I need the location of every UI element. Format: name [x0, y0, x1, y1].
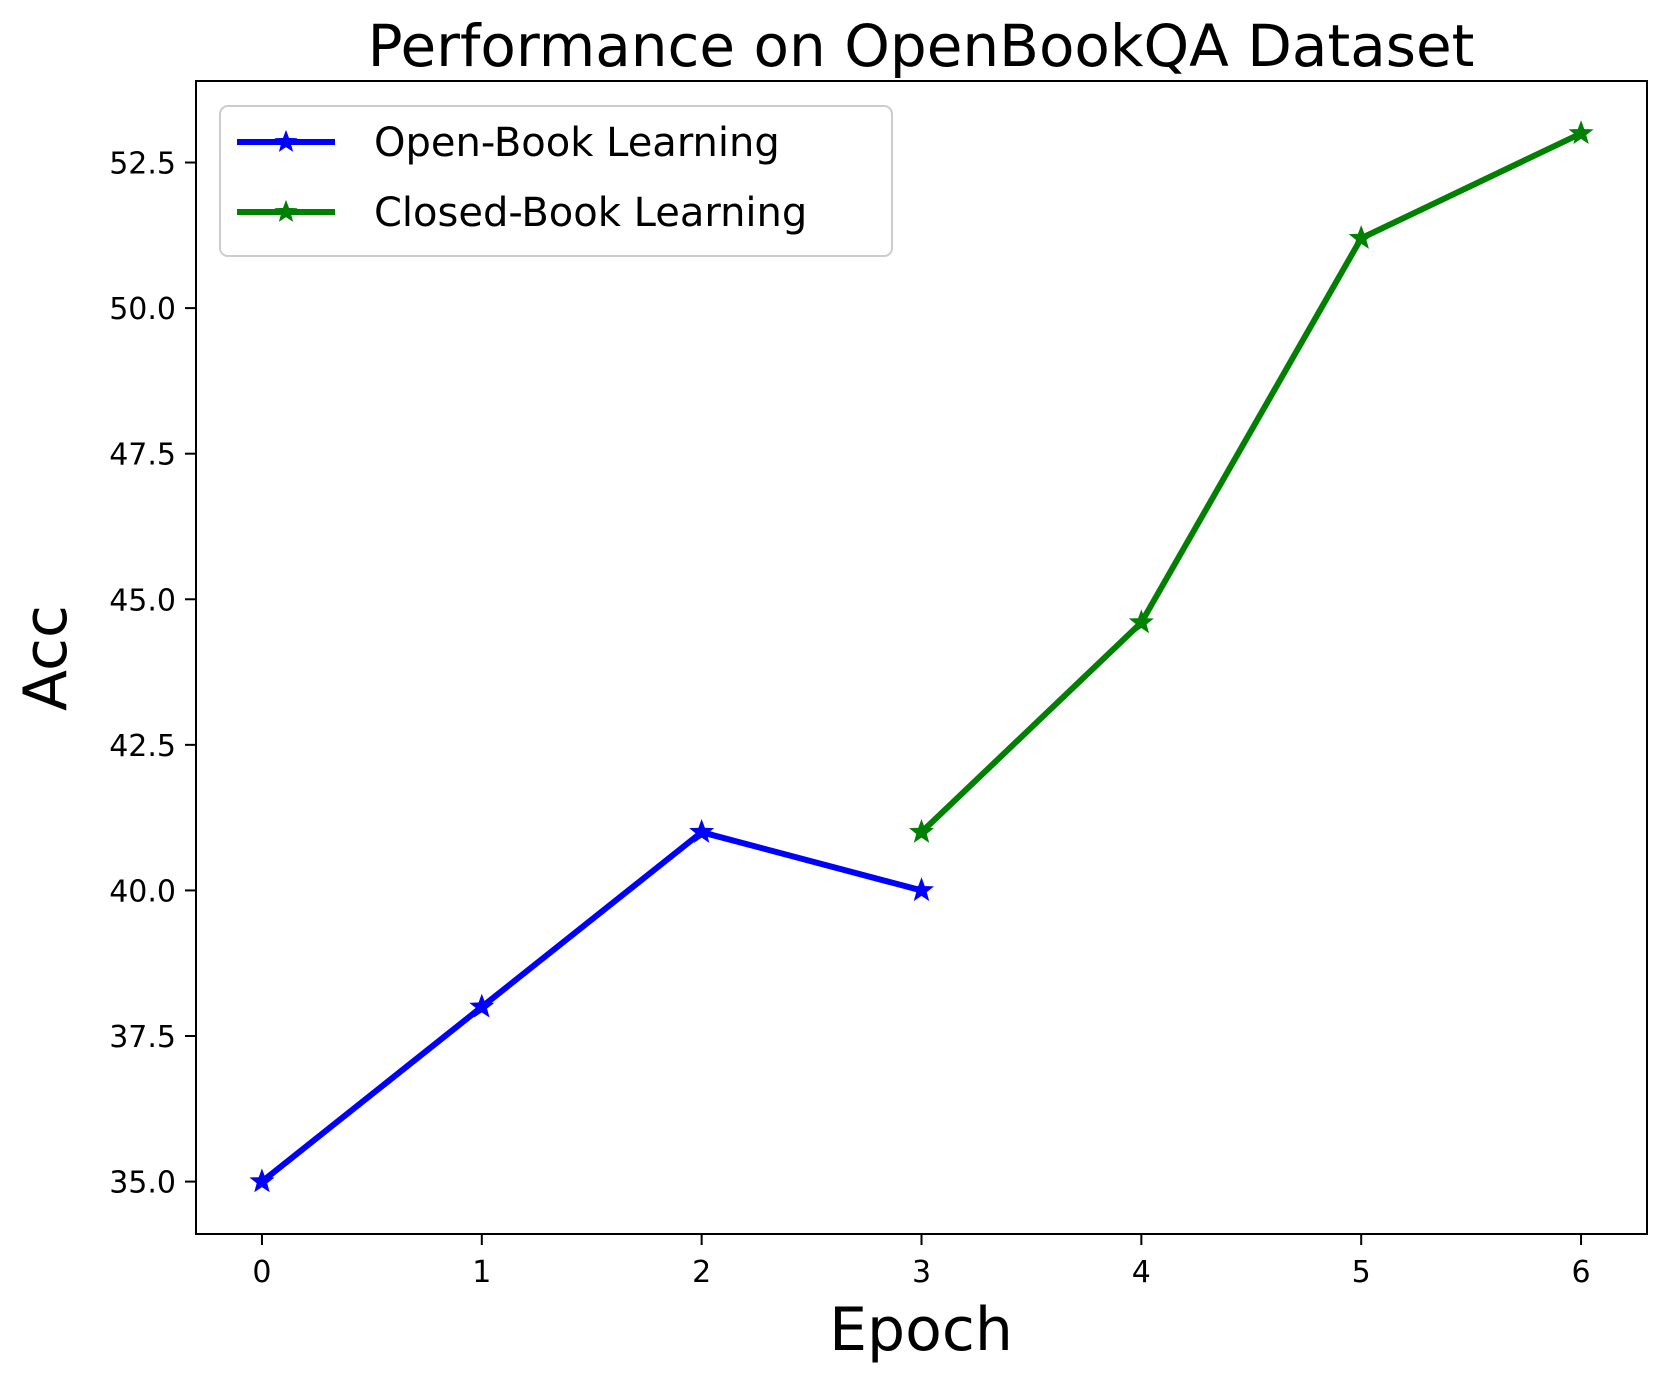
data-point [908, 819, 935, 843]
data-point [1348, 225, 1374, 249]
data-point [908, 877, 935, 902]
data-point [1568, 120, 1594, 145]
y-tick-label: 47.5 [109, 438, 176, 473]
legend-marker-swatch [274, 129, 298, 152]
data-point [1128, 609, 1154, 634]
y-tick-label: 52.5 [109, 147, 176, 182]
x-tick-label: 5 [1352, 1255, 1371, 1290]
y-tick-label: 40.0 [109, 874, 176, 909]
data-point [689, 819, 715, 843]
y-axis-label: Acc [11, 605, 81, 711]
series-line [919, 130, 1583, 835]
series-closed-book [908, 120, 1594, 843]
y-axis-ticks: 35.0 37.5 40.0 42.5 45.0 47.5 50.0 52.5 [109, 147, 196, 1201]
x-tick-label: 4 [1132, 1255, 1151, 1290]
x-axis-ticks: 0 1 2 3 4 5 6 [252, 1234, 1591, 1290]
legend-label: Closed-Book Learning [374, 190, 807, 236]
x-tick-label: 2 [692, 1255, 711, 1290]
y-tick-label: 42.5 [109, 729, 176, 764]
series-line [260, 829, 923, 1184]
y-tick-label: 45.0 [109, 583, 176, 618]
x-tick-label: 1 [472, 1255, 491, 1290]
y-tick-label: 50.0 [109, 292, 176, 327]
series-layer [249, 120, 1594, 1193]
x-axis-label: Epoch [829, 1295, 1013, 1365]
legend: Open-Book Learning Closed-Book Learning [219, 105, 893, 257]
y-tick-label: 35.0 [109, 1166, 176, 1201]
data-point [249, 1168, 275, 1193]
data-point [469, 993, 495, 1018]
legend-label: Open-Book Learning [374, 120, 780, 166]
legend-entry: Open-Book Learning [237, 120, 780, 166]
y-tick-label: 37.5 [109, 1020, 176, 1055]
x-tick-label: 6 [1571, 1255, 1590, 1290]
series-open-book [249, 819, 935, 1193]
legend-marker-swatch [274, 199, 298, 222]
chart-title: Performance on OpenBookQA Dataset [368, 12, 1475, 80]
x-tick-label: 3 [912, 1255, 931, 1290]
x-tick-label: 0 [252, 1255, 271, 1290]
legend-entry: Closed-Book Learning [237, 190, 807, 236]
legend-box [219, 105, 893, 257]
